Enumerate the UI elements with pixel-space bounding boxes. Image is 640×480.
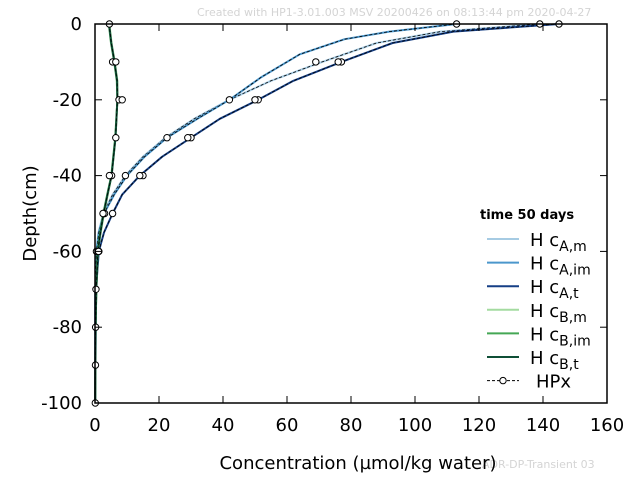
series-h-ca-im-overlay	[94, 23, 457, 404]
series-hpx-point	[225, 96, 234, 104]
series-hpx-point	[184, 134, 192, 142]
y-axis-label: Depth(cm)	[20, 165, 41, 261]
x-tick-label: 120	[462, 415, 496, 436]
y-tick-label: -40	[53, 166, 82, 187]
x-tick-label: 60	[276, 415, 299, 436]
series-hpx-point	[251, 96, 259, 104]
legend-label-h-ca-m: H cA,m	[530, 230, 587, 255]
legend-label-hpx: HPx	[536, 372, 571, 393]
series-hpx-point	[112, 134, 120, 142]
x-tick-label: 140	[526, 415, 560, 436]
series-hpx-point	[112, 58, 120, 66]
y-tick-label: -80	[53, 317, 82, 338]
legend-label-h-ca-t: H cA,t	[530, 277, 579, 302]
series-hpx-point	[92, 285, 100, 293]
x-tick-label: 160	[590, 415, 624, 436]
legend-label-h-cb-t: H cB,t	[530, 348, 579, 373]
creator-watermark: Created with HP1-3.01.003 MSV 20200426 o…	[197, 6, 592, 19]
y-tick-label: 0	[71, 14, 82, 35]
series-h-ca-m-overlay	[94, 23, 540, 404]
x-tick-label: 0	[89, 415, 100, 436]
y-tick-label: -100	[41, 393, 82, 414]
series-h-ca-im-line	[94, 23, 457, 404]
x-tick-label: 100	[398, 415, 432, 436]
legend-title: time 50 days	[480, 208, 574, 223]
series-h-ca-m-line	[94, 23, 540, 404]
series-hpx-point	[108, 209, 117, 218]
legend-marker-hpx	[499, 376, 507, 385]
x-tick-label: 40	[212, 415, 235, 436]
series-hpx-point	[136, 171, 144, 180]
series-hpx-point	[99, 209, 107, 218]
legend-label-h-cb-m: H cB,m	[530, 301, 587, 326]
x-tick-label: 80	[340, 415, 363, 436]
series-hpx-point	[121, 171, 130, 180]
series-hpx-point	[163, 134, 171, 142]
y-tick-label: -60	[53, 241, 82, 262]
legend-label-h-cb-im: H cB,im	[530, 324, 591, 349]
legend-label-h-ca-im: H cA,im	[530, 254, 591, 279]
x-axis-label: Concentration (µmol/kg water)	[219, 453, 496, 474]
run-name-watermark: ADR-DP-Transient 03	[482, 458, 595, 471]
series-hpx-point	[105, 171, 114, 180]
y-tick-label: -20	[53, 90, 82, 111]
series-hpx-point	[312, 58, 320, 66]
series-hpx-point	[118, 96, 126, 104]
series-h-ca-t-overlay	[94, 23, 560, 404]
x-tick-label: 20	[148, 415, 171, 436]
series-hpx-point	[334, 58, 342, 66]
